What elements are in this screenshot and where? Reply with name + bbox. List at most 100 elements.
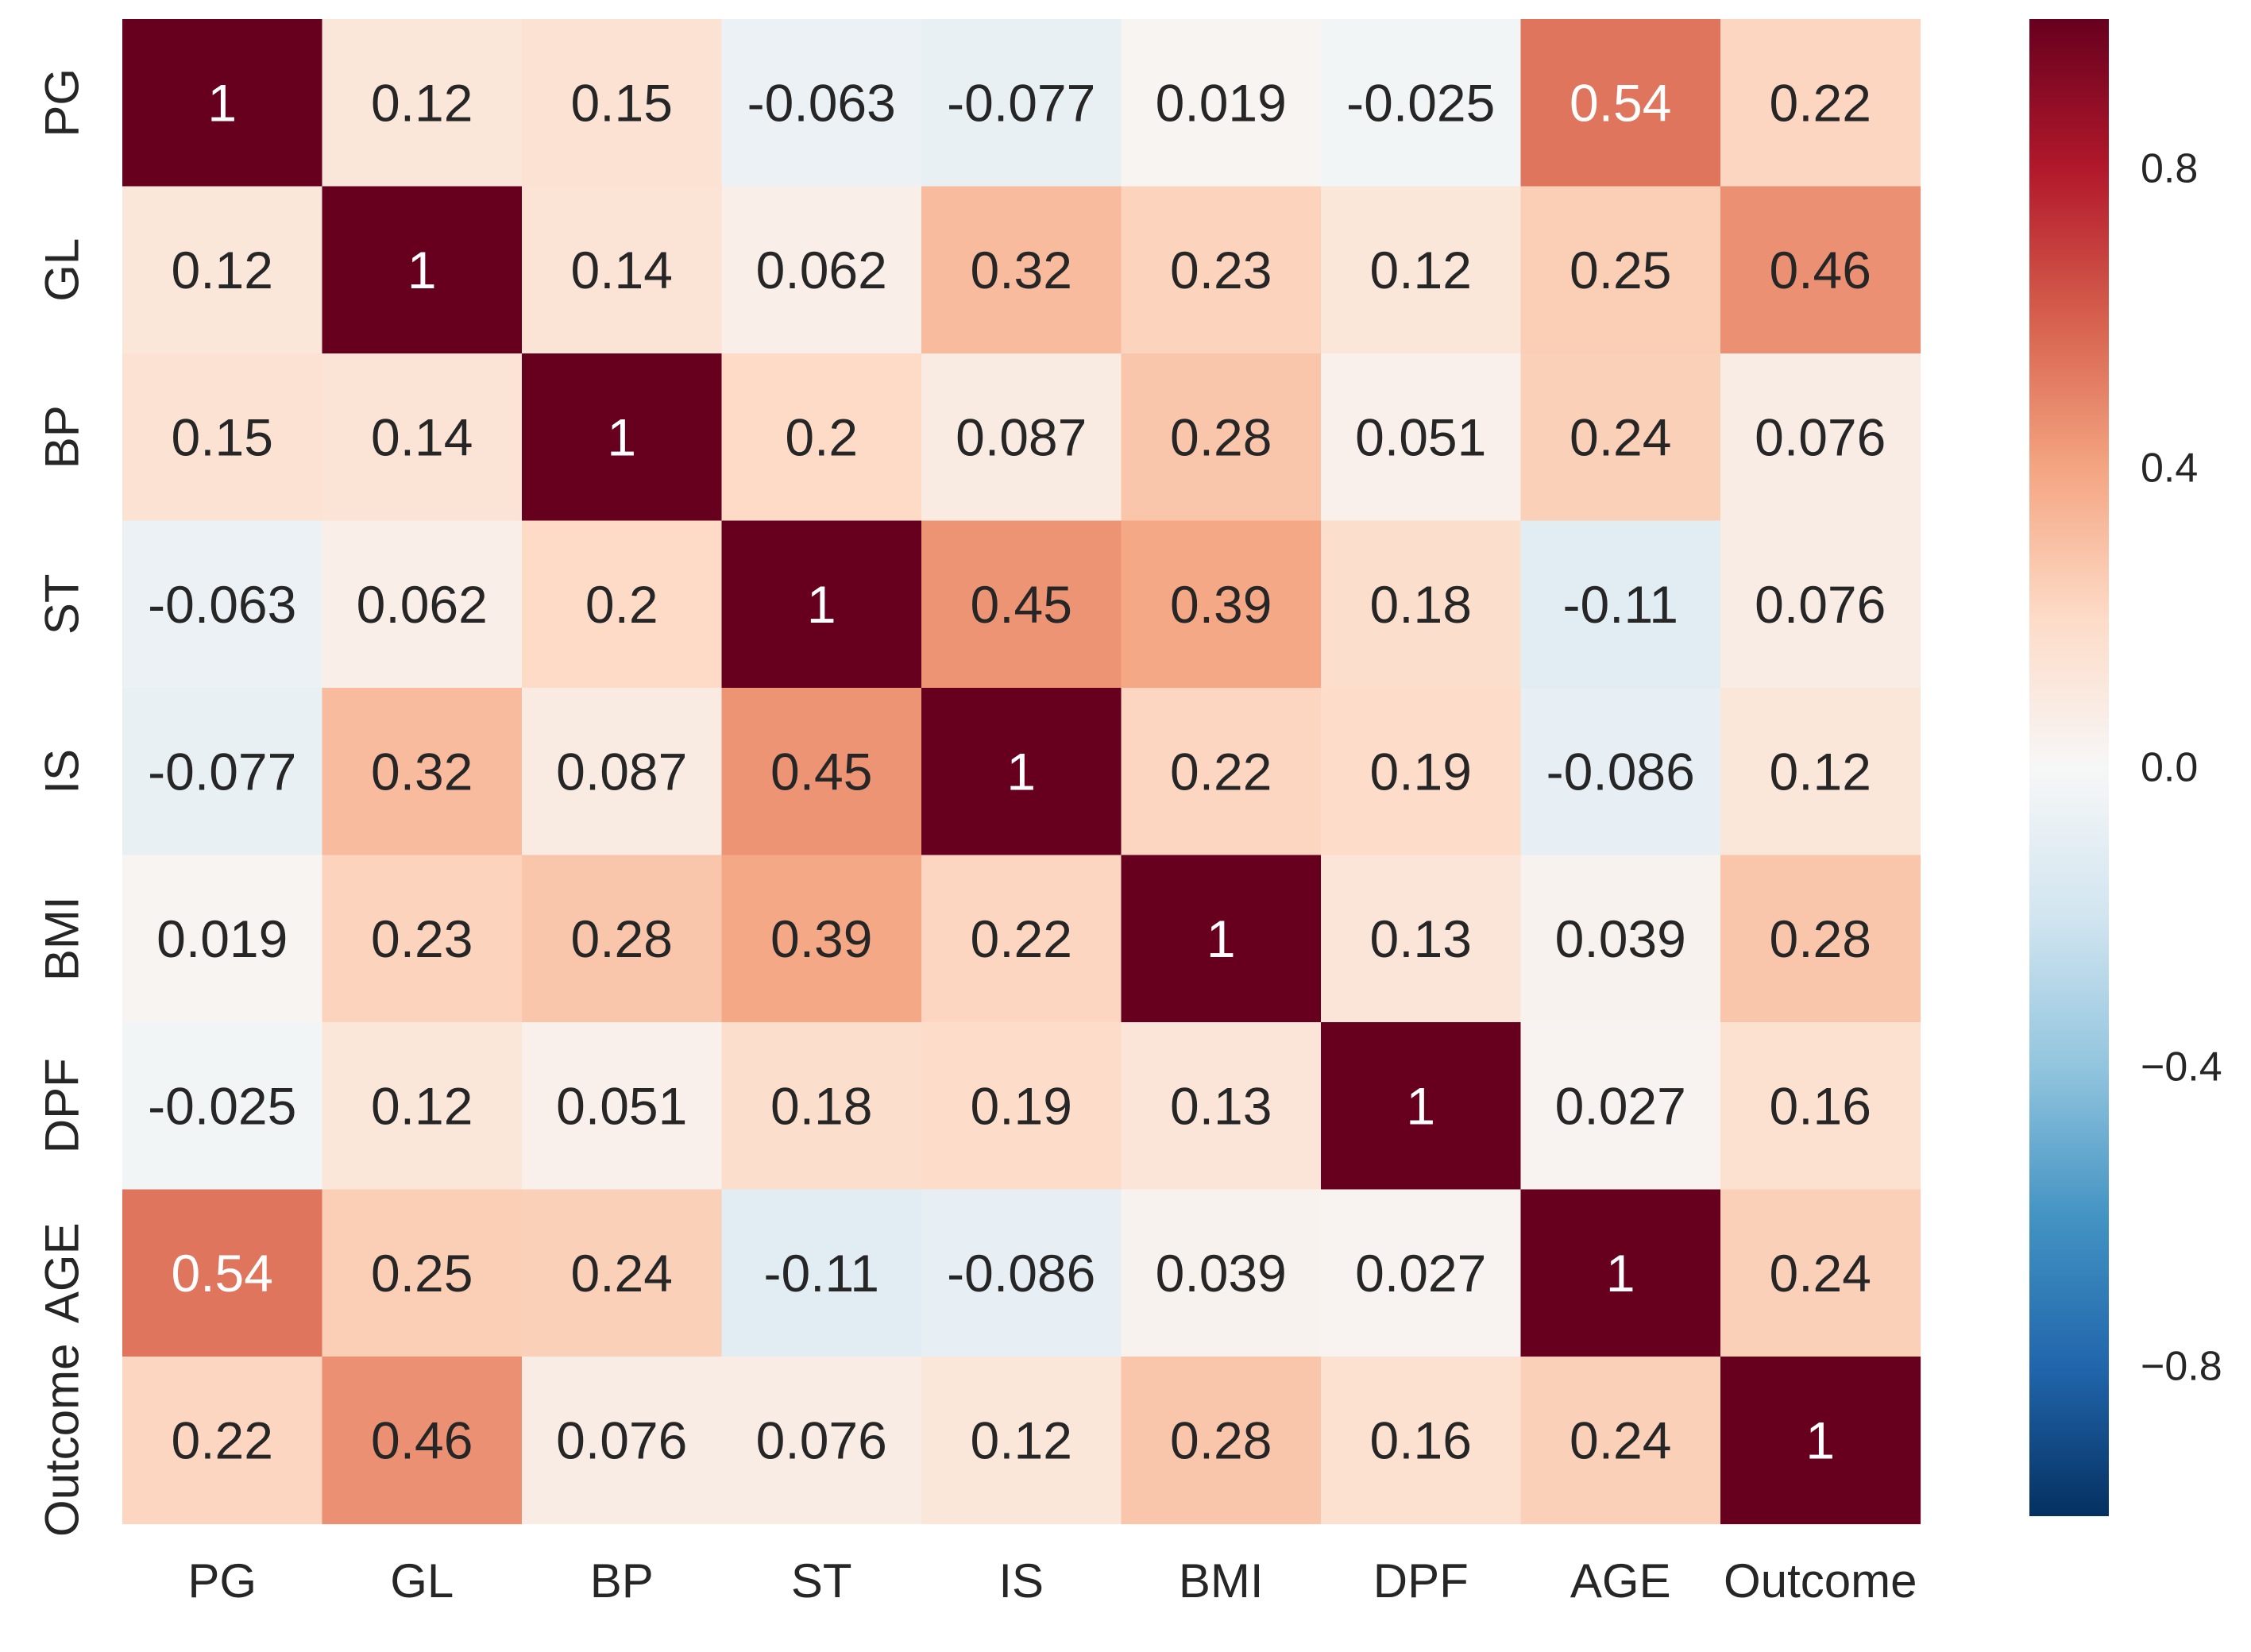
cell-value-label: 0.28 bbox=[1170, 1411, 1272, 1469]
cell-value-label: -0.11 bbox=[763, 1244, 879, 1303]
cell-value-label: 1 bbox=[1406, 1076, 1435, 1135]
heatmap-cell-age-dpf bbox=[1321, 1189, 1522, 1357]
heatmap-cell-bp-outcome bbox=[1720, 353, 1921, 522]
heatmap-cell-bmi-bp bbox=[522, 855, 723, 1023]
heatmap-cells bbox=[122, 19, 1921, 1525]
cell-value-label: 0.22 bbox=[971, 909, 1072, 968]
heatmap-cell-st-dpf bbox=[1321, 520, 1522, 689]
y-axis: PG GL BP ST IS BMI DPF AGE Outcome bbox=[36, 68, 89, 1537]
cell-value-label: 0.2 bbox=[785, 407, 858, 466]
cell-value-label: 0.23 bbox=[371, 909, 473, 968]
heatmap-cell-age-bp bbox=[522, 1189, 723, 1357]
heatmap-cell-bp-pg bbox=[122, 353, 323, 522]
heatmap-cell-is-bmi bbox=[1121, 688, 1322, 856]
cell-value-label: -0.063 bbox=[747, 73, 896, 132]
cell-value-label: 1 bbox=[1805, 1411, 1835, 1469]
heatmap-cell-outcome-st bbox=[721, 1357, 922, 1525]
heatmap-cell-bmi-outcome bbox=[1720, 855, 1921, 1023]
heatmap-cell-pg-outcome bbox=[1720, 19, 1921, 187]
cell-value-label: 0.32 bbox=[971, 241, 1072, 299]
heatmap-cell-age-age bbox=[1520, 1189, 1721, 1357]
heatmap-cell-bmi-st bbox=[721, 855, 922, 1023]
heatmap-cell-pg-gl bbox=[322, 19, 523, 187]
colorbar-tick-label: 0.8 bbox=[2141, 146, 2198, 192]
cell-value-label: 0.2 bbox=[585, 575, 658, 634]
heatmap-cell-pg-dpf bbox=[1321, 19, 1522, 187]
heatmap-cell-st-age bbox=[1520, 520, 1721, 689]
cell-value-label: 0.24 bbox=[571, 1244, 673, 1303]
heatmap-cell-gl-pg bbox=[122, 186, 323, 354]
x-tick-label-age: AGE bbox=[1570, 1554, 1671, 1608]
cell-value-label: -0.025 bbox=[148, 1076, 296, 1135]
cell-value-label: 0.076 bbox=[556, 1411, 687, 1469]
colorbar-tick-label: −0.8 bbox=[2141, 1344, 2222, 1390]
x-tick-label-is: IS bbox=[998, 1554, 1044, 1608]
cell-value-label: 1 bbox=[1006, 742, 1036, 801]
cell-value-label: 0.076 bbox=[1755, 575, 1886, 634]
y-tick-label-outcome: Outcome bbox=[36, 1344, 89, 1537]
heatmap-cell-age-pg bbox=[122, 1189, 323, 1357]
cell-value-label: 0.051 bbox=[1355, 407, 1486, 466]
cell-value-label: 1 bbox=[407, 241, 437, 299]
y-tick-label-bp: BP bbox=[36, 405, 89, 469]
cell-value-label: 0.16 bbox=[1770, 1076, 1871, 1135]
heatmap-cell-gl-gl bbox=[322, 186, 523, 354]
heatmap-cell-is-age bbox=[1520, 688, 1721, 856]
cell-value-label: 0.12 bbox=[1370, 241, 1472, 299]
cell-value-label: 0.14 bbox=[571, 241, 673, 299]
cell-value-label: -0.063 bbox=[148, 575, 296, 634]
colorbar-ticks: 0.8 0.4 0.0 −0.4 −0.8 bbox=[2141, 146, 2222, 1390]
heatmap-cell-dpf-pg bbox=[122, 1022, 323, 1191]
cell-value-label: 0.39 bbox=[1170, 575, 1272, 634]
cell-value-label: 0.46 bbox=[371, 1411, 473, 1469]
colorbar-tick-label: 0.4 bbox=[2141, 446, 2198, 492]
heatmap-cell-pg-pg bbox=[122, 19, 323, 187]
heatmap-cell-age-st bbox=[721, 1189, 922, 1357]
colorbar-tick-label: 0.0 bbox=[2141, 745, 2198, 791]
heatmap-cell-age-gl bbox=[322, 1189, 523, 1357]
heatmap-cell-bmi-age bbox=[1520, 855, 1721, 1023]
cell-value-label: 0.24 bbox=[1570, 1411, 1671, 1469]
cell-value-label: 0.13 bbox=[1370, 909, 1472, 968]
heatmap-cell-pg-age bbox=[1520, 19, 1721, 187]
cell-value-label: 0.18 bbox=[770, 1076, 872, 1135]
cell-value-label: -0.086 bbox=[947, 1244, 1095, 1303]
x-tick-label-bmi: BMI bbox=[1179, 1554, 1264, 1608]
cell-value-label: 0.28 bbox=[1170, 407, 1272, 466]
cell-value-label: 0.23 bbox=[1170, 241, 1272, 299]
heatmap-cell-bmi-bmi bbox=[1121, 855, 1322, 1023]
cell-value-label: 0.39 bbox=[770, 909, 872, 968]
x-tick-label-outcome: Outcome bbox=[1724, 1554, 1917, 1608]
cell-value-label: 0.32 bbox=[371, 742, 473, 801]
heatmap-cell-outcome-pg bbox=[122, 1357, 323, 1525]
cell-value-label: 0.45 bbox=[971, 575, 1072, 634]
heatmap-cell-st-pg bbox=[122, 520, 323, 689]
heatmap-cell-outcome-bmi bbox=[1121, 1357, 1322, 1525]
heatmap-cell-gl-bp bbox=[522, 186, 723, 354]
cell-value-label: 0.16 bbox=[1370, 1411, 1472, 1469]
x-tick-label-pg: PG bbox=[187, 1554, 257, 1608]
heatmap-cell-st-bp bbox=[522, 520, 723, 689]
heatmap-cell-outcome-bp bbox=[522, 1357, 723, 1525]
heatmap-cell-dpf-dpf bbox=[1321, 1022, 1522, 1191]
cell-value-label: 1 bbox=[807, 575, 836, 634]
cell-value-label: 0.12 bbox=[1770, 742, 1871, 801]
cell-value-label: 0.087 bbox=[556, 742, 687, 801]
heatmap-cell-dpf-st bbox=[721, 1022, 922, 1191]
heatmap-cell-gl-dpf bbox=[1321, 186, 1522, 354]
cell-value-label: 0.46 bbox=[1770, 241, 1871, 299]
heatmap-cell-bp-bmi bbox=[1121, 353, 1322, 522]
cell-value-label: 0.24 bbox=[1770, 1244, 1871, 1303]
heatmap-cell-is-st bbox=[721, 688, 922, 856]
heatmap-cell-bmi-pg bbox=[122, 855, 323, 1023]
heatmap-cell-is-pg bbox=[122, 688, 323, 856]
heatmap-cell-st-is bbox=[921, 520, 1122, 689]
heatmap-cell-pg-is bbox=[921, 19, 1122, 187]
cell-value-label: -0.11 bbox=[1562, 575, 1678, 634]
heatmap-cell-outcome-gl bbox=[322, 1357, 523, 1525]
heatmap-cell-gl-outcome bbox=[1720, 186, 1921, 354]
cell-value-label: 0.12 bbox=[172, 241, 273, 299]
cell-value-label: 0.15 bbox=[172, 407, 273, 466]
